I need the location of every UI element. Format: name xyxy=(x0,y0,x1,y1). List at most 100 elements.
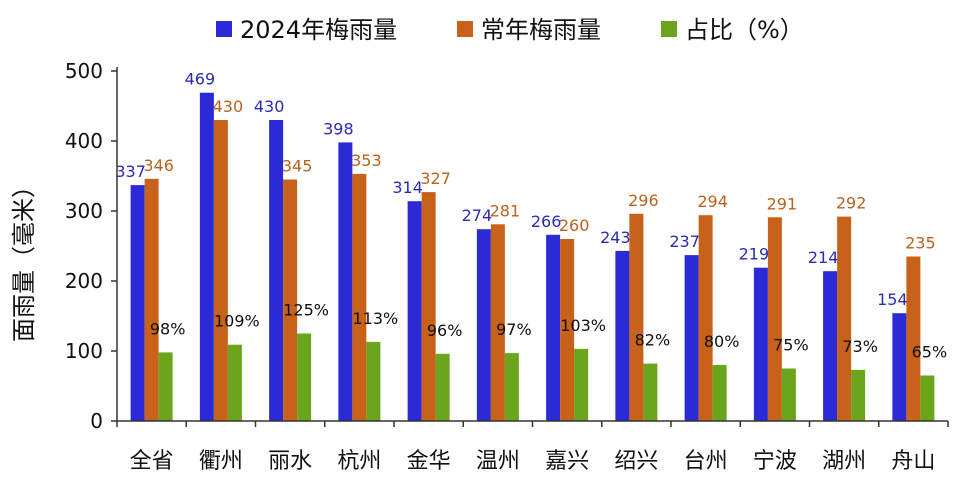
series-ratio-label: 73% xyxy=(842,337,878,356)
y-tick-label: 200 xyxy=(65,269,103,293)
series-2024-bar xyxy=(407,201,422,421)
series-ratio-legend-swatch xyxy=(661,21,677,37)
series-ratio-label: 113% xyxy=(353,309,399,328)
x-tick-label: 湖州 xyxy=(822,449,866,474)
series-ratio-label: 125% xyxy=(283,301,329,320)
series-ratio-label: 75% xyxy=(773,336,809,355)
series-ratio-bar xyxy=(781,368,796,421)
x-tick-label: 金华 xyxy=(407,449,451,474)
series-2024-bar xyxy=(338,142,353,421)
series-ratio-bar xyxy=(920,375,935,421)
series-2024-legend-swatch xyxy=(216,21,232,37)
series-ratio-legend-label: 占比（%） xyxy=(685,16,804,44)
series-normal-label: 327 xyxy=(420,169,451,188)
series-2024-bar xyxy=(269,120,284,421)
series-2024-label: 337 xyxy=(115,162,146,181)
series-normal-bar xyxy=(629,213,644,421)
series-normal-bar xyxy=(698,215,713,421)
x-axis: 全省 衢州 丽水 杭州 金华 温州 嘉兴 绍兴 台州 宁波 湖州 舟山 xyxy=(116,420,949,474)
y-tick-label: 300 xyxy=(65,199,103,223)
x-tick-label: 丽水 xyxy=(268,449,312,474)
series-normal-bar xyxy=(560,239,575,421)
series-normal-bar xyxy=(144,178,159,421)
series-normal-bar xyxy=(213,120,228,421)
series-normal-label: 345 xyxy=(282,157,313,176)
series-2024-label: 274 xyxy=(462,206,493,225)
x-tick-label: 宁波 xyxy=(753,449,797,474)
x-tick-label: 舟山 xyxy=(891,449,935,474)
series-2024-label: 314 xyxy=(392,178,423,197)
series-2024-label: 154 xyxy=(877,290,908,309)
series-2024-label: 237 xyxy=(669,232,700,251)
series-normal-label: 294 xyxy=(697,192,728,211)
series-ratio-bar xyxy=(297,333,312,421)
series-normal-bar xyxy=(352,173,367,421)
x-tick-label: 嘉兴 xyxy=(545,449,589,474)
series-normal-label: 260 xyxy=(559,216,590,235)
series-ratio-label: 98% xyxy=(150,319,186,338)
series-ratio-bar xyxy=(227,344,242,421)
series-2024-bar xyxy=(476,229,491,421)
x-tick-label: 台州 xyxy=(684,449,728,474)
y-tick-label: 100 xyxy=(65,339,103,363)
series-normal-label: 281 xyxy=(490,201,521,220)
series-2024-label: 430 xyxy=(254,97,285,116)
series-2024-bar xyxy=(615,250,630,421)
series-normal-label: 291 xyxy=(767,194,798,213)
series-ratio-label: 97% xyxy=(496,320,532,339)
bars: 337 469 430 398 314 274 266 243 237 219 214 154 346 4… xyxy=(115,70,947,421)
series-2024-bar xyxy=(130,185,145,421)
series-2024-legend-label: 2024年梅雨量 xyxy=(240,16,397,44)
series-normal-label: 353 xyxy=(351,151,382,170)
series-normal-bar xyxy=(283,179,298,421)
series-normal-legend-swatch xyxy=(457,21,473,37)
x-tick-label: 衢州 xyxy=(199,449,243,474)
legend: 2024年梅雨量 常年梅雨量 占比（%） xyxy=(216,16,804,44)
series-normal-bar xyxy=(906,256,921,421)
series-2024-label: 469 xyxy=(185,70,216,89)
series-ratio-bar xyxy=(643,363,658,421)
series-2024-label: 214 xyxy=(808,248,839,267)
x-tick-label: 全省 xyxy=(130,449,174,474)
series-2024-label: 398 xyxy=(323,119,354,138)
series-normal-label: 235 xyxy=(905,234,936,253)
series-2024-bar xyxy=(753,267,768,421)
series-normal-legend-label: 常年梅雨量 xyxy=(481,16,601,44)
series-ratio-bar xyxy=(158,352,173,421)
series-ratio-bar xyxy=(574,348,589,421)
y-axis-label: 面雨量（毫米） xyxy=(10,174,38,342)
series-ratio-bar xyxy=(851,369,866,421)
x-tick-label: 温州 xyxy=(476,449,520,474)
series-normal-bar xyxy=(421,192,436,421)
series-2024-bar xyxy=(892,313,907,421)
series-ratio-bar xyxy=(435,353,450,421)
series-2024-bar xyxy=(199,92,214,421)
series-2024-bar xyxy=(684,255,699,421)
series-normal-label: 292 xyxy=(836,194,867,213)
series-ratio-label: 96% xyxy=(427,321,463,340)
series-normal-bar xyxy=(837,216,852,421)
x-tick-label: 绍兴 xyxy=(614,449,658,474)
series-ratio-label: 103% xyxy=(560,316,606,335)
series-normal-label: 296 xyxy=(628,191,659,210)
series-2024-bar xyxy=(823,271,838,421)
series-2024-bar xyxy=(546,234,561,421)
series-ratio-label: 80% xyxy=(704,332,740,351)
series-normal-bar xyxy=(767,217,782,421)
y-tick-label: 0 xyxy=(90,409,103,433)
series-2024-label: 219 xyxy=(739,245,770,264)
series-ratio-bar xyxy=(504,353,519,421)
y-tick-label: 500 xyxy=(65,59,103,83)
series-normal-bar xyxy=(490,224,505,421)
y-axis: 0 100 200 300 400 500 xyxy=(65,59,118,433)
series-ratio-label: 109% xyxy=(214,312,260,331)
series-2024-label: 243 xyxy=(600,228,631,247)
y-tick-label: 400 xyxy=(65,129,103,153)
series-normal-label: 346 xyxy=(143,156,174,175)
series-ratio-label: 65% xyxy=(912,343,948,362)
series-ratio-bar xyxy=(712,365,727,421)
series-ratio-bar xyxy=(366,341,381,421)
series-2024-label: 266 xyxy=(531,212,562,231)
x-tick-label: 杭州 xyxy=(337,449,381,474)
